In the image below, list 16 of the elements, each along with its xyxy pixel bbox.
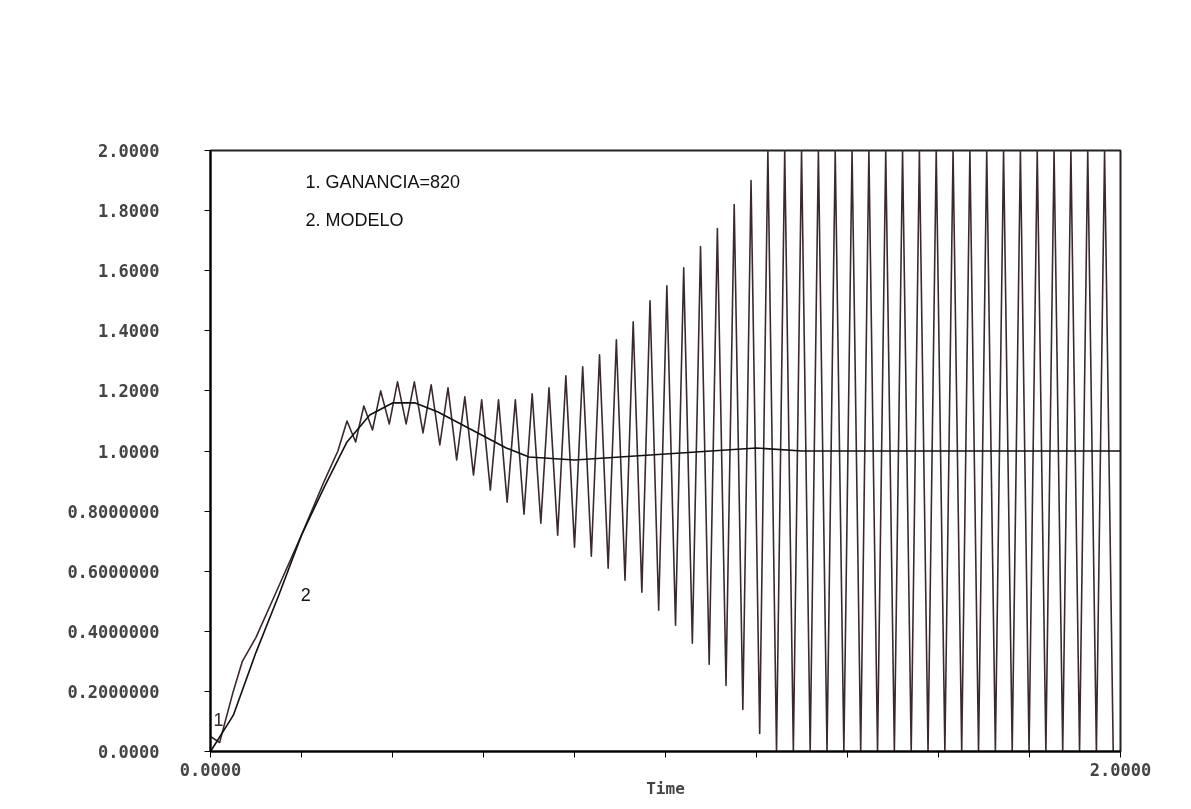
x-axis-title: Time xyxy=(646,778,685,798)
y-tick-label: 1.8000 xyxy=(98,201,160,222)
y-tick-label: 0.2000000 xyxy=(67,681,160,702)
y-tick-label: 1.4000 xyxy=(98,321,160,342)
series-label: 2 xyxy=(300,585,311,606)
series-label: 1 xyxy=(213,710,224,731)
annotation: 2. MODELO xyxy=(305,209,404,230)
y-tick-label: 1.0000 xyxy=(98,441,160,462)
annotation: 1. GANANCIA=820 xyxy=(305,171,461,192)
y-tick-label: 0.6000000 xyxy=(67,561,160,582)
y-tick-label: 1.6000 xyxy=(98,261,160,282)
y-tick-label: 2.0000 xyxy=(98,141,160,161)
y-tick-label: 1.2000 xyxy=(98,381,160,402)
y-tick-label: 0.8000000 xyxy=(67,501,160,522)
y-tick-label: 0.0000 xyxy=(98,742,160,762)
y-tick-label: 0.4000000 xyxy=(67,621,160,642)
